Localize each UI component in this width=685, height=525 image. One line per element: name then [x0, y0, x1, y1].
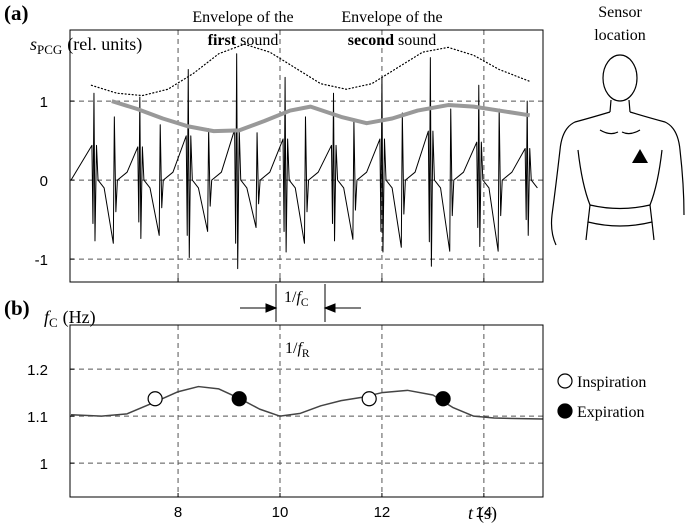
sensor-marker	[632, 149, 648, 163]
annotation: second sound	[348, 32, 436, 49]
chest-lines	[599, 129, 641, 135]
hips	[585, 221, 655, 241]
y-axis-label-part: C	[49, 315, 58, 330]
annotation: Envelope of the	[341, 9, 442, 26]
torso	[577, 149, 663, 206]
y-axis-label-part: s	[30, 34, 37, 54]
arrowhead	[265, 303, 278, 313]
data-line	[70, 385, 543, 420]
period-label-part: C	[301, 297, 309, 309]
x-tick-label: 8	[174, 504, 182, 521]
annotation: Envelope of the	[192, 9, 293, 26]
y-axis-label-part: (rel. units)	[67, 34, 142, 55]
data-line	[111, 99, 531, 134]
annotation: first sound	[208, 32, 279, 49]
right-arm	[629, 111, 685, 216]
annotation-part: sound	[398, 32, 436, 49]
legend-swatch	[557, 373, 573, 389]
period-label: 1/fC	[284, 289, 309, 309]
x-tick-label: 10	[272, 504, 289, 521]
head	[602, 54, 638, 102]
sensor-caption: location	[594, 27, 646, 44]
period-label-part: R	[302, 348, 310, 360]
data-point	[361, 391, 377, 407]
y-axis-label-part: f	[44, 307, 52, 327]
y-axis-label-part: (Hz)	[63, 307, 96, 328]
plot-frame	[69, 324, 544, 498]
x-tick-label: 12	[374, 504, 391, 521]
y-tick-label: 1.1	[27, 409, 48, 426]
legend-label: Inspiration	[577, 374, 646, 391]
x-axis-label: t (s)	[468, 503, 497, 524]
period-label-part: f	[296, 289, 303, 306]
y-tick-label: 1	[40, 456, 48, 473]
y-tick-label: 0	[40, 173, 48, 190]
period-label-part: f	[297, 340, 304, 357]
x-axis-label-part: (s)	[478, 503, 497, 524]
legend-label: Expiration	[577, 404, 645, 421]
data-point	[147, 391, 163, 407]
annotation-part: sound	[240, 32, 278, 49]
data-point	[435, 391, 451, 407]
sensor-caption: Sensor	[598, 4, 642, 21]
annotation-part: second	[348, 32, 394, 49]
plot-frame	[69, 29, 544, 283]
panel-label: (a)	[4, 1, 29, 25]
data-point	[231, 391, 247, 407]
y-axis-label-part: PCG	[37, 42, 62, 57]
data-line	[70, 53, 538, 270]
period-c-arrows	[240, 284, 361, 322]
legend-swatch	[557, 403, 573, 419]
neck	[609, 99, 631, 113]
y-tick-label: 1	[40, 94, 48, 111]
data-line	[90, 43, 531, 97]
body-illustration	[550, 54, 685, 246]
x-axis-label-part: t	[468, 503, 474, 523]
y-tick-label: 1.2	[27, 362, 48, 379]
y-axis-label: sPCG (rel. units)	[30, 34, 142, 57]
y-tick-label: -1	[35, 252, 48, 269]
period-label-part: 1/	[284, 289, 297, 306]
left-arm	[550, 111, 611, 246]
belt	[587, 204, 653, 227]
y-axis-label: fC (Hz)	[44, 307, 96, 330]
panel-label: (b)	[4, 296, 30, 320]
arrowhead	[323, 303, 336, 313]
period-label-part: 1/	[285, 340, 298, 357]
x-tick-label: 14	[476, 504, 493, 521]
period-label: 1/fR	[285, 340, 310, 360]
annotation-part: first	[208, 32, 237, 49]
